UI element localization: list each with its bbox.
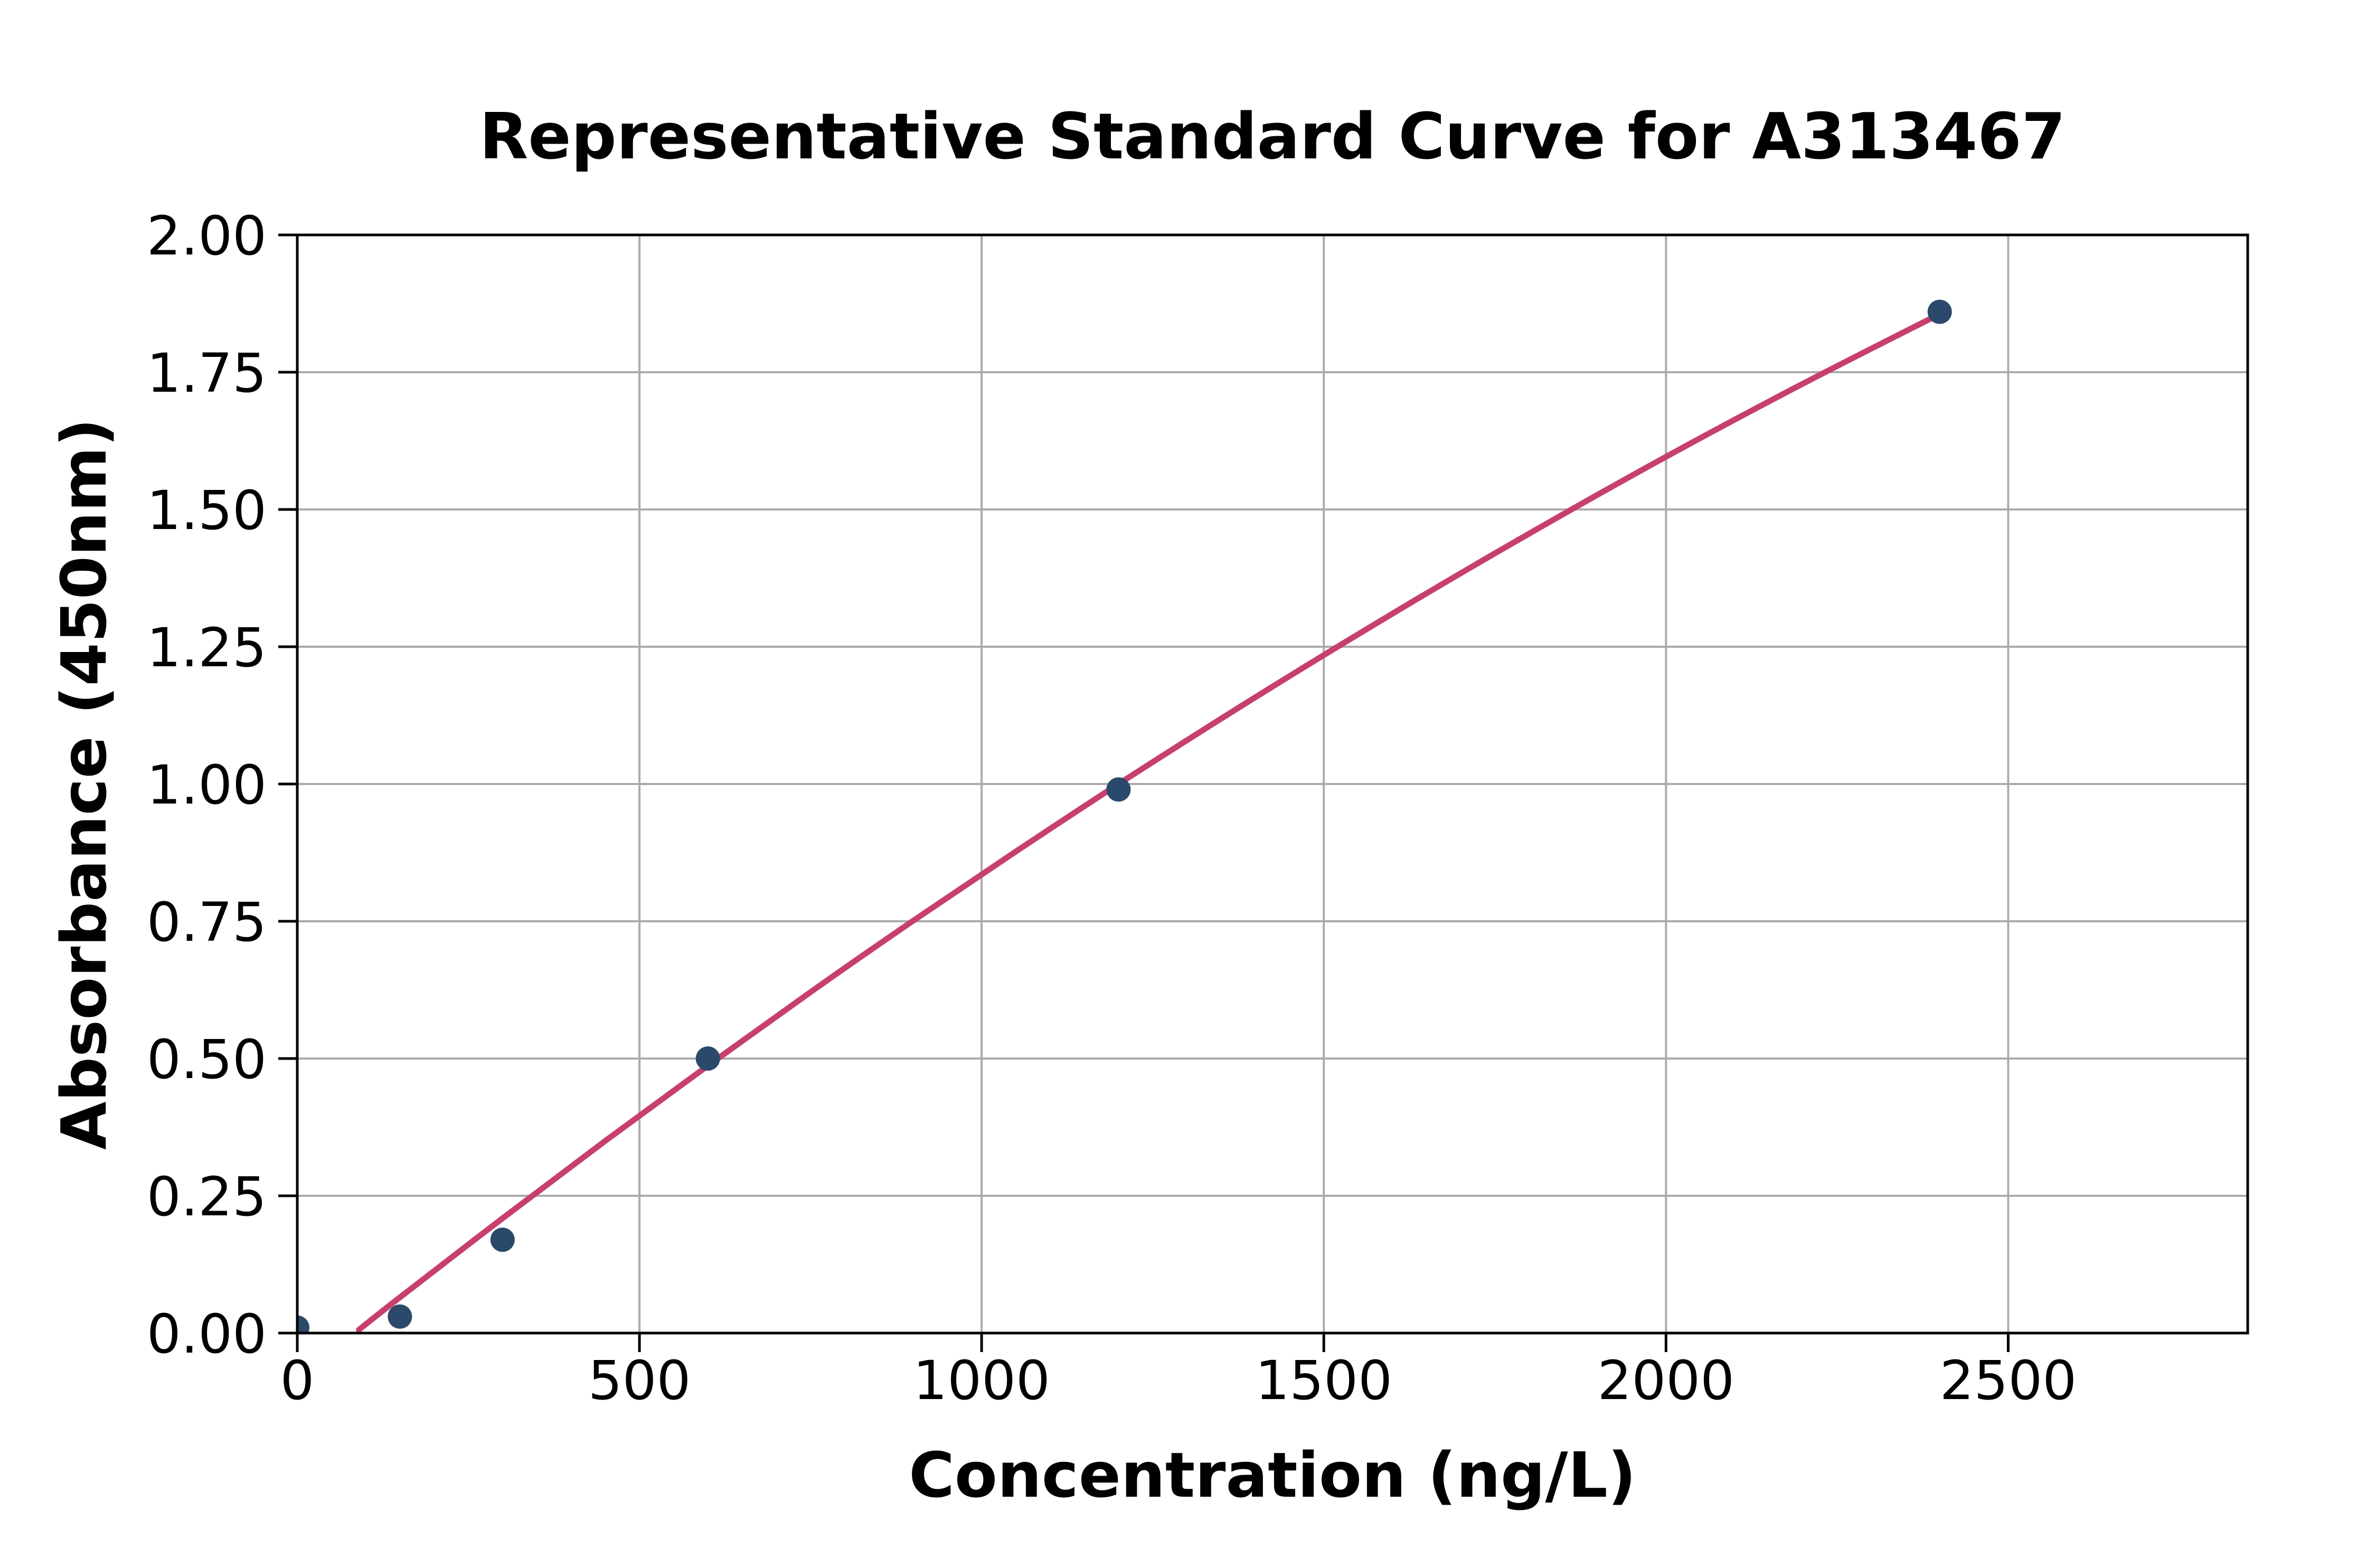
y-tick-label: 0.00 bbox=[147, 1303, 267, 1366]
x-tick-label: 0 bbox=[280, 1349, 315, 1412]
data-point bbox=[388, 1304, 412, 1329]
x-tick-label: 2500 bbox=[1940, 1349, 2077, 1412]
data-point bbox=[297, 1315, 309, 1333]
y-tick-label: 1.00 bbox=[147, 754, 267, 817]
axis-tick-labels: 0 500 1000 1500 2000 2500 0.00 0.25 0.50 0.75 1.00… bbox=[147, 205, 2077, 1412]
data-point bbox=[490, 1227, 515, 1252]
y-tick-label: 0.25 bbox=[147, 1166, 267, 1229]
x-tick-label: 500 bbox=[588, 1349, 691, 1412]
x-axis-label: Concentration (ng/L) bbox=[909, 1439, 1636, 1512]
chart-title: Representative Standard Curve for A31346… bbox=[479, 100, 2066, 174]
x-tick-label: 1000 bbox=[913, 1349, 1050, 1412]
data-point bbox=[695, 1046, 720, 1071]
y-tick-label: 1.25 bbox=[147, 617, 267, 679]
y-tick-label: 0.75 bbox=[147, 891, 267, 954]
x-tick-label: 1500 bbox=[1255, 1349, 1392, 1412]
data-points bbox=[297, 299, 1952, 1333]
y-tick-label: 0.50 bbox=[147, 1028, 267, 1091]
y-axis-label: Absorbance (450nm) bbox=[48, 418, 120, 1150]
y-tick-label: 1.50 bbox=[147, 479, 267, 542]
data-point bbox=[1927, 299, 1952, 324]
axis-ticks bbox=[278, 233, 2010, 1352]
y-tick-label: 1.75 bbox=[147, 342, 267, 405]
fit-curve-line bbox=[356, 311, 1943, 1333]
y-tick-label: 2.00 bbox=[147, 205, 267, 268]
data-point bbox=[1106, 777, 1131, 802]
x-tick-label: 2000 bbox=[1598, 1349, 1735, 1412]
